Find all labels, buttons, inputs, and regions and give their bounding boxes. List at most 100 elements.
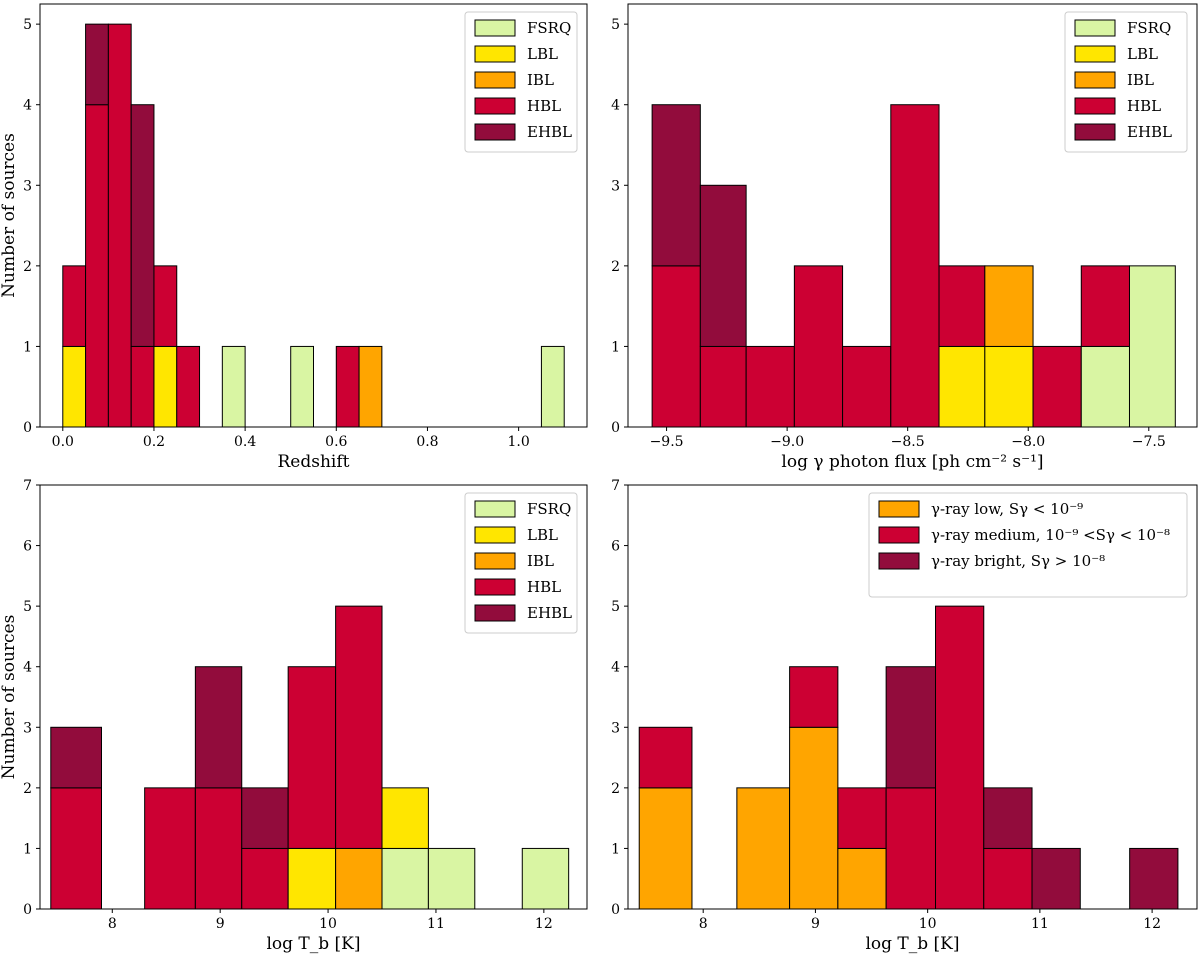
bar-hbl-0-0 bbox=[50, 787, 102, 910]
bar-ibl-5-0 bbox=[335, 847, 383, 910]
bar-hbl-2-0 bbox=[745, 345, 795, 428]
y-tick-label: 1 bbox=[23, 339, 32, 355]
y-tick-label: 4 bbox=[23, 660, 32, 676]
y-tick-label: 4 bbox=[611, 98, 620, 114]
bar-hbl-1-0 bbox=[144, 787, 196, 910]
bar-lbl-7-0 bbox=[984, 345, 1034, 428]
legend-label-low: γ-ray low, Sγ < 10⁻⁹ bbox=[931, 500, 1083, 518]
bar-fsrq-10-0 bbox=[540, 345, 565, 428]
legend-label-fsrq: FSRQ bbox=[527, 500, 571, 518]
bar-fsrq-9-0 bbox=[1080, 345, 1130, 428]
legend-label-hbl: HBL bbox=[1127, 97, 1161, 115]
bar-ehbl-1-1 bbox=[699, 184, 747, 347]
y-tick-label: 0 bbox=[23, 902, 32, 918]
y-tick-label: 2 bbox=[611, 259, 620, 275]
legend-label-ehbl: EHBL bbox=[1127, 123, 1172, 141]
y-tick-label: 3 bbox=[23, 178, 32, 194]
x-tick-label: 9 bbox=[216, 916, 225, 932]
legend-label-ibl: IBL bbox=[1127, 71, 1154, 89]
bar-hbl-5-0 bbox=[176, 345, 201, 428]
legend-swatch-medium bbox=[878, 526, 920, 544]
bar-low-0-0 bbox=[638, 787, 693, 910]
legend-swatch-lbl bbox=[474, 45, 516, 63]
legend-label-hbl: HBL bbox=[527, 578, 561, 596]
axes-frame bbox=[627, 3, 1198, 428]
x-tick-label: 0.8 bbox=[416, 434, 438, 450]
x-tick-label: 10 bbox=[919, 916, 937, 932]
bar-hbl-3-0 bbox=[241, 847, 289, 910]
legend-swatch-ibl bbox=[474, 552, 516, 570]
x-tick-label: −8.0 bbox=[1011, 434, 1045, 450]
bar-lbl-6-0 bbox=[938, 345, 986, 428]
y-axis-label: Number of sources bbox=[0, 133, 19, 298]
y-tick-label: 2 bbox=[23, 781, 32, 797]
bar-medium-0-1 bbox=[638, 726, 693, 789]
bar-hbl-9-1 bbox=[1080, 265, 1130, 347]
y-tick-label: 3 bbox=[23, 720, 32, 736]
legend-label-lbl: LBL bbox=[527, 45, 558, 63]
bar-low-2-0 bbox=[789, 726, 839, 910]
x-tick-label: 12 bbox=[535, 916, 553, 932]
x-tick-label: 8 bbox=[699, 916, 708, 932]
bar-hbl-3-0 bbox=[793, 265, 844, 428]
legend-swatch-ehbl bbox=[1074, 123, 1116, 141]
bar-hbl-4-1 bbox=[153, 265, 178, 347]
bar-ehbl-3-1 bbox=[241, 787, 289, 849]
legend: γ-ray low, Sγ < 10⁻⁹ γ-ray medium, 10⁻⁹ <… bbox=[868, 492, 1188, 598]
legend-swatch-hbl bbox=[474, 97, 516, 115]
x-tick-label: 11 bbox=[1031, 916, 1049, 932]
bar-hbl-2-0 bbox=[107, 23, 132, 428]
y-tick-label: 4 bbox=[23, 98, 32, 114]
x-tick-label: −9.0 bbox=[770, 434, 804, 450]
legend-label-ibl: IBL bbox=[527, 71, 554, 89]
y-tick-label: 2 bbox=[611, 781, 620, 797]
bar-lbl-4-0 bbox=[287, 847, 337, 910]
axes-frame bbox=[39, 3, 588, 428]
legend: FSRQ LBL IBL HBL EHBL bbox=[464, 492, 578, 634]
y-tick-label: 1 bbox=[611, 339, 620, 355]
y-tick-label: 2 bbox=[23, 259, 32, 275]
x-tick-label: 0.6 bbox=[325, 434, 347, 450]
x-tick-label: 0.4 bbox=[234, 434, 256, 450]
y-tick-label: 1 bbox=[611, 841, 620, 857]
axes-frame bbox=[627, 484, 1198, 910]
bar-hbl-3-0 bbox=[130, 345, 155, 428]
legend-swatch-ehbl bbox=[474, 604, 516, 622]
legend-swatch-fsrq bbox=[474, 500, 516, 518]
bar-hbl-5-1 bbox=[335, 605, 383, 849]
legend-swatch-ibl bbox=[1074, 71, 1116, 89]
x-axis-label: Redshift bbox=[278, 452, 350, 472]
legend-label-fsrq: FSRQ bbox=[1127, 19, 1171, 37]
bar-hbl-8-0 bbox=[1032, 345, 1082, 428]
x-tick-label: 10 bbox=[319, 916, 337, 932]
legend-swatch-lbl bbox=[474, 526, 516, 544]
y-tick-label: 6 bbox=[23, 539, 32, 555]
legend-swatch-bright bbox=[878, 552, 920, 570]
bar-medium-4-0 bbox=[885, 787, 937, 910]
bar-medium-5-0 bbox=[935, 605, 985, 910]
bar-hbl-1-0 bbox=[699, 345, 747, 428]
legend-swatch-fsrq bbox=[1074, 19, 1116, 37]
x-tick-label: −9.5 bbox=[650, 434, 684, 450]
bar-hbl-5-0 bbox=[890, 104, 940, 428]
legend: FSRQ LBL IBL HBL EHBL bbox=[1064, 11, 1188, 153]
legend-label-bright: γ-ray bright, Sγ > 10⁻⁸ bbox=[931, 552, 1105, 570]
x-tick-label: −8.5 bbox=[891, 434, 925, 450]
legend-swatch-lbl bbox=[1074, 45, 1116, 63]
x-tick-label: 0.2 bbox=[143, 434, 165, 450]
y-tick-label: 4 bbox=[611, 660, 620, 676]
legend-label-hbl: HBL bbox=[527, 97, 561, 115]
legend-swatch-ibl bbox=[474, 71, 516, 89]
legend-swatch-ehbl bbox=[474, 123, 516, 141]
bar-bright-6-1 bbox=[983, 787, 1033, 849]
legend-swatch-hbl bbox=[1074, 97, 1116, 115]
bar-medium-6-0 bbox=[983, 847, 1033, 910]
y-tick-label: 3 bbox=[611, 178, 620, 194]
bar-hbl-6-1 bbox=[938, 265, 986, 347]
y-tick-label: 0 bbox=[611, 902, 620, 918]
bar-hbl-0-0 bbox=[651, 265, 701, 428]
y-tick-label: 1 bbox=[23, 841, 32, 857]
legend-box bbox=[868, 492, 1188, 598]
